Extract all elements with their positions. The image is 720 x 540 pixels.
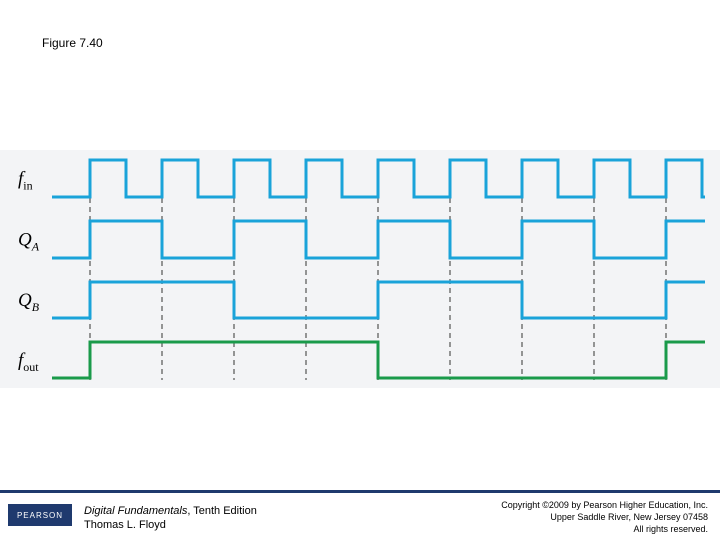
- footer-divider: [0, 490, 720, 493]
- signal-label-qA: QA: [18, 230, 40, 254]
- timing-diagram: fin QA QB fout: [18, 158, 705, 380]
- pearson-logo: PEARSON: [8, 504, 72, 526]
- copyright-line-1: Copyright ©2009 by Pearson Higher Educat…: [501, 500, 708, 510]
- waveform-qB: [52, 280, 705, 320]
- slide-footer: PEARSON Digital Fundamentals, Tenth Edit…: [0, 490, 720, 540]
- signal-label-fin: fin: [18, 169, 33, 193]
- copyright-notice: Copyright ©2009 by Pearson Higher Educat…: [501, 499, 708, 535]
- signal-label-fout: fout: [18, 350, 39, 374]
- book-info: Digital Fundamentals, Tenth Edition Thom…: [84, 504, 257, 532]
- book-title: Digital Fundamentals: [84, 505, 188, 517]
- waveform-qA: [52, 219, 705, 260]
- waveform-fout: [52, 340, 705, 380]
- copyright-line-3: All rights reserved.: [633, 524, 708, 534]
- timing-diagram-background: [0, 150, 720, 388]
- copyright-line-2: Upper Saddle River, New Jersey 07458: [550, 512, 708, 522]
- book-edition: , Tenth Edition: [187, 505, 257, 517]
- figure-title: Figure 7.40: [42, 36, 103, 50]
- signal-label-qB: QB: [18, 290, 40, 314]
- waveform-fin: [52, 158, 705, 199]
- book-author: Thomas L. Floyd: [84, 519, 166, 531]
